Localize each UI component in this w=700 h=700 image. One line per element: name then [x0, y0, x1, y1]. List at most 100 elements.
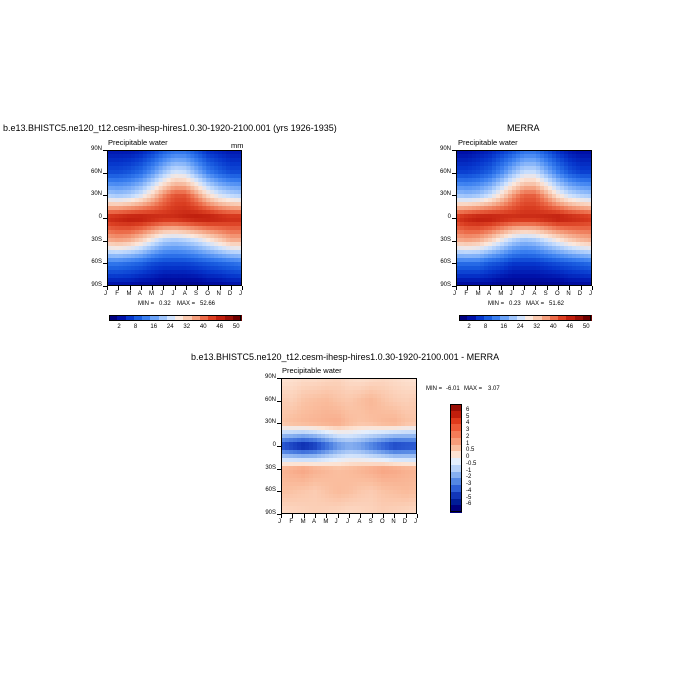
panel2-heatmap-cell [552, 230, 557, 235]
panel3-heatmap-cell [333, 458, 338, 463]
panel3-max-value: 3.07 [488, 386, 500, 392]
panel3-heatmap-cell [289, 382, 294, 387]
panel1-heatmap-cell [226, 214, 231, 219]
panel3-heatmap-cell [305, 458, 310, 463]
panel1-heatmap-cell [178, 150, 184, 155]
panel2-heatmap-cell [464, 282, 469, 286]
panel2-heatmap-cell [476, 162, 481, 167]
panel3-heatmap-cell [317, 486, 322, 491]
panel3-heatmap-cell [325, 466, 330, 471]
panel2-heatmap-cell [544, 234, 549, 239]
panel1-heatmap-cell [114, 198, 120, 203]
panel3-heatmap-cell [385, 482, 390, 487]
panel1-heatmap-cell [107, 150, 112, 155]
panel2-heatmap-cell [524, 150, 529, 155]
panel1-max-label: MAX = [177, 301, 196, 307]
panel2-heatmap-cell [496, 250, 501, 255]
panel2-heatmap-cell [488, 206, 493, 211]
panel1-heatmap-cell [107, 178, 112, 183]
panel3-heatmap-cell [337, 394, 342, 399]
panel1-heatmap-cell [234, 258, 239, 263]
panel3-heatmap-cell [305, 390, 310, 395]
panel1-heatmap-cell [166, 250, 172, 255]
panel3-heatmap-cell [329, 510, 334, 514]
panel1-heatmap-cell [130, 270, 136, 275]
panel1-heatmap-cell [154, 230, 160, 235]
panel3-heatmap-cell [393, 442, 398, 447]
panel2-heatmap-cell [500, 278, 505, 283]
panel3-heatmap-cell [393, 406, 398, 411]
panel3-heatmap-cell [409, 434, 414, 439]
panel3-heatmap-cell [397, 478, 402, 483]
panel3-heatmap-cell [357, 378, 362, 383]
panel3-heatmap-cell [345, 398, 350, 403]
panel2-heatmap-cell [492, 150, 497, 155]
panel3-heatmap-cell [401, 410, 406, 415]
panel3-heatmap-cell [345, 466, 350, 471]
panel1-heatmap-cell [178, 190, 184, 195]
panel3-colorbar-label: 0 [466, 454, 470, 460]
panel3-heatmap-cell [281, 482, 286, 487]
panel1-heatmap-cell [118, 270, 124, 275]
panel3-heatmap-cell [353, 414, 358, 419]
panel2-heatmap-cell [576, 174, 581, 179]
panel3-heatmap-cell [285, 494, 290, 499]
panel3-heatmap-cell [349, 394, 354, 399]
panel1-heatmap-cell [210, 202, 215, 207]
panel3-heatmap-cell [397, 450, 402, 455]
panel2-heatmap-cell [504, 246, 509, 251]
panel3-heatmap-cell [353, 486, 358, 491]
panel3-heatmap-cell [337, 410, 342, 415]
panel3-heatmap-cell [349, 458, 354, 463]
panel1-heatmap-cell [182, 262, 188, 267]
panel1-heatmap-cell [110, 162, 116, 167]
panel1-heatmap-cell [222, 210, 227, 215]
panel3-heatmap-cell [285, 498, 290, 503]
panel2-heatmap-cell [548, 246, 553, 251]
panel1-heatmap-cell [210, 162, 215, 167]
panel2-heatmap-cell [468, 226, 473, 231]
panel2-heatmap-cell [492, 170, 497, 175]
panel2-heatmap-cell [576, 282, 581, 286]
panel1-heatmap-cell [206, 166, 211, 171]
panel3-heatmap-cell [285, 406, 290, 411]
panel3-heatmap-cell [369, 490, 374, 495]
panel1-x-tick-label: J [160, 291, 164, 297]
panel2-heatmap-cell [552, 254, 557, 259]
panel1-heatmap-cell [126, 178, 132, 183]
panel3-heatmap-cell [381, 438, 386, 443]
panel1-heatmap-cell [107, 242, 112, 247]
panel1-heatmap-cell [138, 282, 144, 286]
panel2-heatmap-cell [504, 230, 509, 235]
panel1-x-tick-mark [197, 286, 198, 290]
panel3-max-label: MAX = [464, 386, 483, 392]
panel2-heatmap-cell [500, 182, 505, 187]
panel3-heatmap-cell [321, 506, 326, 511]
panel1-heatmap-cell [114, 262, 120, 267]
panel1-heatmap-cell [162, 246, 168, 251]
panel1-heatmap-cell [210, 182, 215, 187]
panel3-heatmap-cell [309, 490, 314, 495]
panel2-heatmap-cell [528, 222, 533, 227]
panel1-heatmap-cell [218, 198, 223, 203]
panel2-heatmap-cell [516, 186, 521, 191]
panel2-heatmap-cell [584, 270, 589, 275]
panel3-heatmap-cell [389, 474, 394, 479]
panel3-heatmap-cell [297, 414, 302, 419]
panel2-heatmap-cell [488, 242, 493, 247]
panel3-heatmap-cell [309, 482, 314, 487]
panel2-heatmap-cell [488, 190, 493, 195]
panel2-heatmap-cell [464, 210, 469, 215]
panel3-heatmap-cell [365, 486, 370, 491]
panel3-heatmap-cell [305, 470, 310, 475]
panel1-heatmap-cell [182, 274, 188, 279]
panel1-heatmap-cell [174, 206, 180, 211]
panel3-heatmap-cell [389, 450, 394, 455]
panel3-heatmap-cell [381, 510, 386, 514]
panel3-heatmap-cell [297, 406, 302, 411]
panel2-heatmap-cell [560, 226, 565, 231]
panel2-heatmap-cell [524, 246, 529, 251]
panel1-heatmap-cell [214, 250, 219, 255]
panel2-heatmap-cell [504, 226, 509, 231]
panel1-heatmap-cell [214, 178, 219, 183]
